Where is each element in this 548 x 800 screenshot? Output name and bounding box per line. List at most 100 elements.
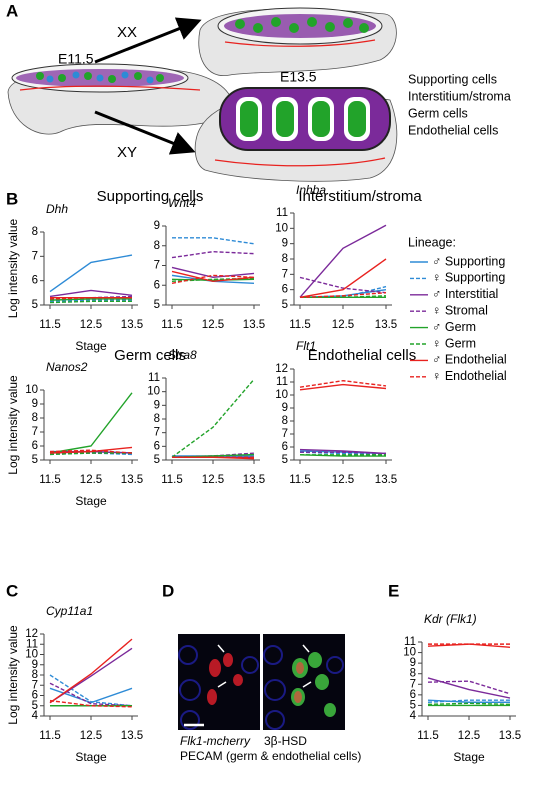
series-line (49, 300, 132, 304)
y-tick-label: 5 (282, 454, 288, 466)
series-line (49, 299, 132, 303)
x-tick-label: 13.5 (375, 319, 397, 331)
chart-title: Cyp11a1 (46, 604, 93, 618)
x-tick-label: 13.5 (121, 474, 143, 486)
y-axis-label: Log intensity value (6, 375, 20, 475)
group-title: Germ cells (114, 347, 186, 364)
x-tick-label: 13.5 (243, 319, 265, 331)
series-line (299, 448, 387, 455)
x-tick-label: 13.5 (121, 730, 143, 742)
chart-title: Stra8 (168, 348, 197, 362)
series-line (299, 379, 387, 388)
legend-label: ♀ Supporting (432, 271, 505, 285)
x-tick-label: 11.5 (161, 319, 183, 331)
x-tick-label: 13.5 (499, 730, 521, 742)
y-tick-label: 5 (32, 700, 38, 712)
legend-label: ♂ Endothelial (432, 353, 507, 367)
y-tick-label: 5 (410, 699, 416, 711)
y-tick-label: 9 (32, 659, 38, 671)
series-line (49, 699, 133, 708)
series-line (427, 699, 510, 703)
y-tick-label: 12 (25, 628, 38, 640)
x-tick-label: 11.5 (161, 474, 183, 486)
x-tick-label: 12.5 (202, 319, 224, 331)
micrograph-label: 3β-HSD (264, 734, 307, 748)
series-line (299, 292, 387, 299)
series-line (300, 451, 387, 455)
y-tick-label: 8 (32, 669, 38, 681)
y-tick-label: 9 (154, 399, 160, 411)
panel-letter: C (6, 581, 18, 600)
y-tick-label: 8 (410, 668, 416, 680)
y-tick-label: 11 (276, 207, 288, 219)
genotype-label: XX (117, 24, 137, 41)
y-tick-label: 12 (275, 363, 288, 375)
x-tick-label: 11.5 (39, 730, 61, 742)
y-tick-label: 7 (32, 426, 38, 438)
chart-title: Flt1 (296, 339, 316, 353)
y-tick-label: 8 (154, 240, 160, 252)
group-title: Endothelial cells (308, 347, 416, 364)
chart-title: Wnt4 (168, 196, 196, 210)
series-line (427, 680, 511, 695)
series-line (299, 258, 387, 299)
group-title: Supporting cells (97, 188, 204, 205)
y-tick-label: 11 (148, 372, 160, 384)
y-tick-label: 11 (26, 638, 38, 650)
legend-label: ♀ Germ (432, 336, 476, 350)
y-tick-label: 6 (32, 440, 38, 452)
x-tick-label: 12.5 (458, 730, 480, 742)
y-tick-label: 10 (25, 384, 38, 396)
y-tick-label: 4 (32, 710, 39, 722)
x-tick-label: 12.5 (80, 474, 102, 486)
y-tick-label: 8 (32, 412, 38, 424)
x-tick-label: 11.5 (289, 474, 311, 486)
y-tick-label: 10 (25, 649, 38, 661)
legend-label: ♂ Supporting (432, 254, 505, 268)
series-line (49, 392, 133, 454)
series-line (171, 274, 255, 284)
panel-letter: E (388, 581, 399, 600)
y-tick-label: 9 (282, 238, 288, 250)
stage-label: E13.5 (280, 69, 317, 85)
panel-letter: A (6, 1, 18, 20)
y-tick-label: 5 (154, 454, 160, 466)
series-line (171, 250, 255, 259)
x-axis-label: Stage (75, 494, 107, 508)
group-title: Interstitium/stroma (298, 188, 422, 205)
series-line (171, 270, 255, 283)
micrograph (178, 634, 345, 730)
y-tick-label: 7 (32, 679, 38, 691)
chart-title: Kdr (Flk1) (424, 612, 477, 626)
y-tick-label: 10 (147, 386, 160, 398)
x-tick-label: 13.5 (121, 319, 143, 331)
legend-title: Lineage: (408, 235, 456, 249)
x-tick-label: 11.5 (39, 474, 61, 486)
y-tick-label: 10 (275, 389, 288, 401)
y-tick-label: 8 (282, 415, 288, 427)
y-tick-label: 7 (154, 427, 160, 439)
micrograph-label: Flk1-mcherry (180, 734, 251, 748)
series-line (299, 224, 387, 298)
x-tick-label: 12.5 (80, 319, 102, 331)
y-tick-label: 6 (282, 284, 288, 296)
y-tick-label: 5 (32, 454, 38, 466)
x-axis-label: Stage (453, 750, 485, 764)
cell-type-label: Supporting cells (408, 72, 497, 86)
y-tick-label: 5 (32, 299, 38, 311)
x-tick-label: 13.5 (243, 474, 265, 486)
y-tick-label: 6 (154, 279, 160, 291)
legend-label: ♀ Stromal (432, 303, 488, 317)
y-tick-label: 10 (275, 222, 288, 234)
y-tick-label: 7 (282, 268, 288, 280)
cell-type-label: Germ cells (408, 106, 468, 120)
y-tick-label: 8 (282, 253, 288, 265)
y-tick-label: 6 (282, 441, 288, 453)
y-tick-label: 11 (276, 376, 288, 388)
series-line (171, 266, 255, 279)
legend-label: ♂ Germ (432, 320, 476, 334)
series-line (49, 298, 132, 301)
y-tick-label: 11 (404, 636, 416, 648)
x-axis-label: Stage (75, 339, 107, 353)
series-line (49, 674, 133, 707)
